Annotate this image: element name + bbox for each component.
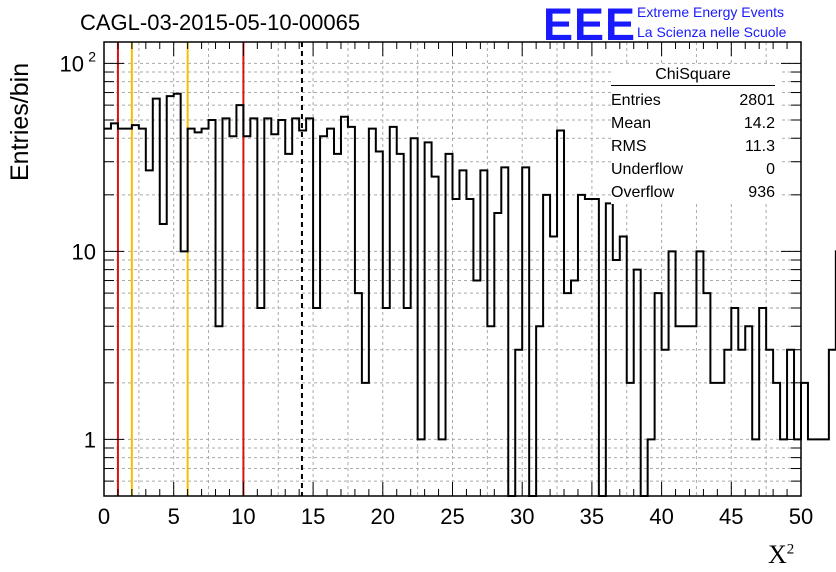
x-tick-label: 50 <box>789 504 813 529</box>
stats-box: ChiSquare Entries 2801 Mean 14.2 RMS 11.… <box>611 66 779 204</box>
stat-value: 11.3 <box>745 138 775 155</box>
stat-label: Mean <box>611 115 652 132</box>
stats-title: ChiSquare <box>611 66 775 86</box>
x-axis-ticks: 0 5 10 15 20 25 30 35 40 45 50 <box>98 42 813 529</box>
logo-line-1: Extreme Energy Events <box>637 4 785 20</box>
x-tick-label: 35 <box>580 504 604 529</box>
y-tick-label: 10 <box>60 51 84 76</box>
x-tick-label: 45 <box>719 504 743 529</box>
x-tick-label: 5 <box>168 504 180 529</box>
stat-row-mean: Mean 14.2 <box>611 112 779 135</box>
y-tick-label: 1 <box>84 427 96 452</box>
stat-value: 0 <box>766 161 775 178</box>
eee-logo: EEE <box>543 0 637 50</box>
x-axis-label-sup: 2 <box>786 541 795 558</box>
y-axis-label: Entries/bin <box>6 62 34 181</box>
x-axis-label-base: X <box>768 540 787 569</box>
stat-row-underflow: Underflow 0 <box>611 158 779 181</box>
x-tick-label: 10 <box>231 504 255 529</box>
stat-value: 14.2 <box>743 115 775 132</box>
stat-row-overflow: Overflow 936 <box>611 181 779 204</box>
x-tick-label: 0 <box>98 504 110 529</box>
x-tick-label: 15 <box>301 504 325 529</box>
stat-value: 2801 <box>739 92 775 109</box>
y-tick-label: 10 <box>72 239 96 264</box>
stat-label: Underflow <box>611 161 684 178</box>
logo-line-2: La Scienza nelle Scuole <box>637 24 787 40</box>
x-tick-label: 30 <box>510 504 534 529</box>
y-tick-label-sup: 2 <box>88 48 96 64</box>
chart-title: CAGL-03-2015-05-10-00065 <box>80 10 361 35</box>
histogram-outline <box>104 92 836 497</box>
x-tick-label: 25 <box>440 504 464 529</box>
stat-row-entries: Entries 2801 <box>611 89 779 112</box>
x-axis-label: X2 <box>768 540 794 570</box>
reference-lines <box>116 42 303 496</box>
stat-value: 936 <box>748 184 775 201</box>
stat-row-rms: RMS 11.3 <box>611 135 779 158</box>
stat-label: RMS <box>611 138 647 155</box>
stat-label: Entries <box>611 92 661 109</box>
x-tick-label: 40 <box>649 504 673 529</box>
x-tick-label: 20 <box>371 504 395 529</box>
stat-label: Overflow <box>611 184 675 201</box>
